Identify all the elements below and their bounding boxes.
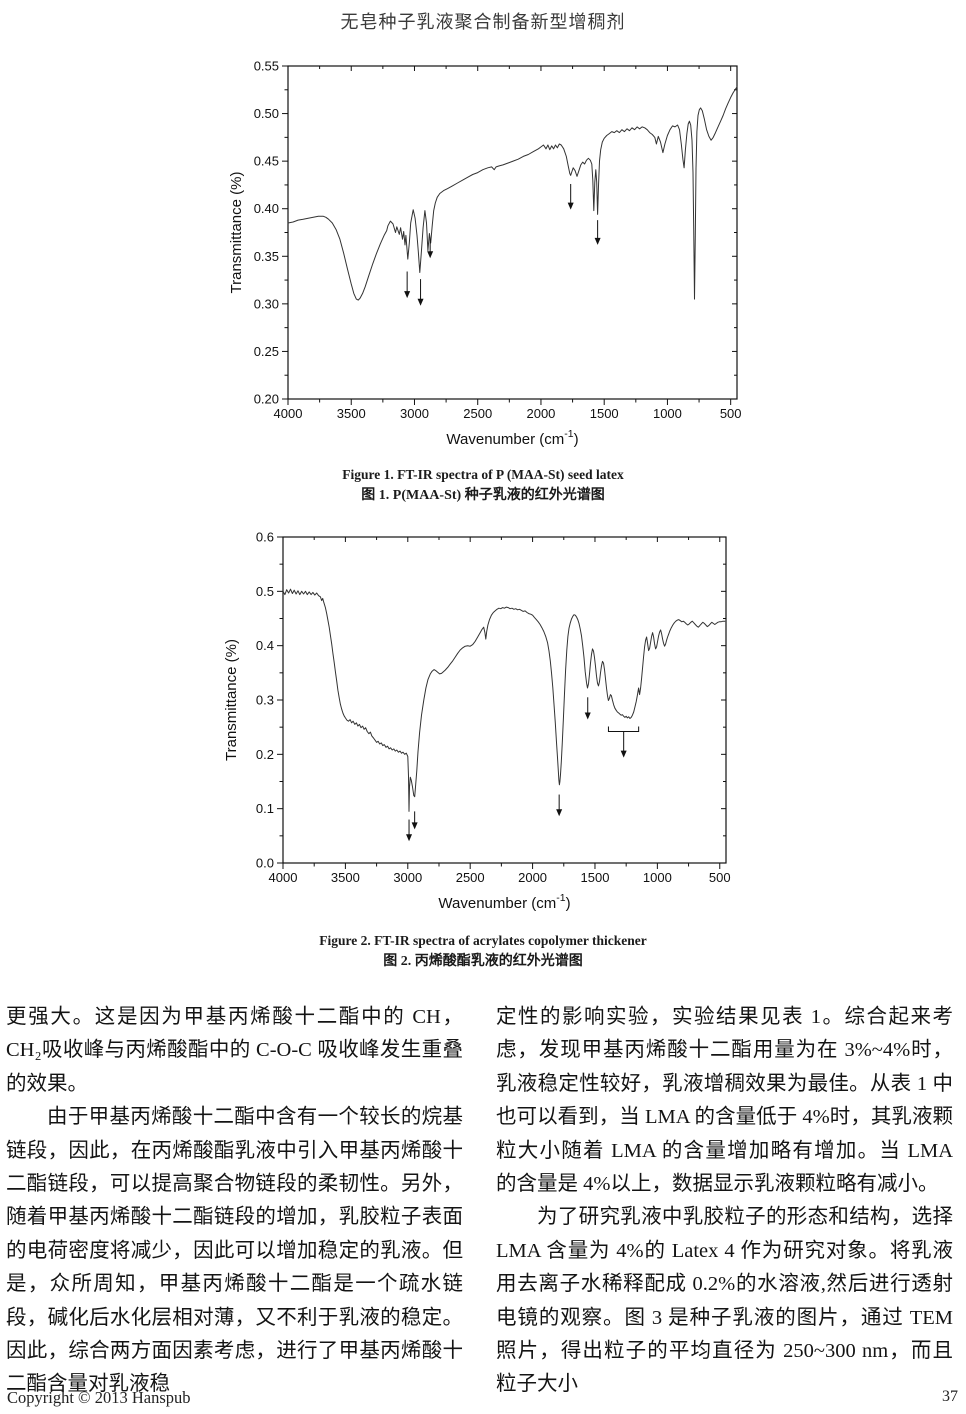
x-tick-label: 2500 [463, 406, 492, 421]
x-axis-label: Wavenumber (cm-1) [446, 428, 578, 448]
page-number: 37 [942, 1388, 958, 1405]
spectrum-curve [287, 86, 738, 301]
x-tick-label: 1500 [581, 870, 610, 885]
y-tick-label: 0.4 [256, 638, 274, 653]
plot-frame [287, 65, 738, 400]
x-tick-label: 2000 [526, 406, 555, 421]
x-tick-label: 3000 [393, 870, 422, 885]
plot-frame [282, 536, 727, 864]
x-tick-label: 3000 [400, 406, 429, 421]
x-tick-label: 4000 [274, 406, 303, 421]
paragraph: 为了研究乳液中乳胶粒子的形态和结构，选择 LMA 含量为 4%的 Latex 4… [496, 1206, 953, 1396]
y-tick-label: 0.50 [254, 106, 279, 121]
x-axis-label: Wavenumber (cm-1) [438, 892, 570, 912]
y-tick-label: 0.25 [254, 344, 279, 359]
peak-arrow-head [567, 202, 574, 210]
y-tick-label: 0.30 [254, 296, 279, 311]
peak-arrow-head [594, 237, 601, 245]
range-bracket [607, 726, 640, 733]
x-tick-label: 1000 [653, 406, 682, 421]
x-tick-label: 3500 [337, 406, 366, 421]
paragraph: 由于甲基丙烯酸十二酯中含有一个较长的烷基链段，因此，在丙烯酸酯乳液中引入甲基丙烯… [6, 1106, 463, 1396]
peak-arrow-head [417, 298, 424, 306]
x-tick-label: 500 [709, 870, 731, 885]
paragraph: 更强大。这是因为甲基丙烯酸十二酯中的 CH，CH₂吸收峰与丙烯酸酯中的 C-O-… [6, 1006, 463, 1095]
figure1-caption-cn: 图 1. P(MAA-St) 种子乳液的红外光谱图 [361, 488, 605, 503]
paragraph: 定性的影响实验，实验结果见表 1。综合起来考虑，发现甲基丙烯酸十二酯用量为在 3… [496, 1006, 953, 1196]
y-tick-label: 0.5 [256, 584, 274, 599]
peak-arrow-head [427, 251, 434, 259]
y-tick-label: 0.0 [256, 856, 274, 871]
peak-arrow-head [404, 291, 411, 299]
figure2-chart: 4000 3500 3000 2500 2000 1500 1000 500 0.0 0.1 0.2… [223, 530, 731, 913]
figure2-caption-cn: 图 2. 丙烯酸酯乳液的红外光谱图 [383, 954, 583, 969]
page-title: 无皂种子乳液聚合制备新型增稠剂 [340, 12, 626, 32]
y-axis-label: Transmittance (%) [228, 172, 245, 294]
range-bracket-arrow-head [620, 750, 627, 758]
y-tick-label: 0.35 [254, 249, 279, 264]
y-tick-label: 0.1 [256, 801, 274, 816]
y-tick-label: 0.20 [254, 392, 279, 407]
y-tick-label: 0.40 [254, 201, 279, 216]
body-column-right: 定性的影响实验，实验结果见表 1。综合起来考虑，发现甲基丙烯酸十二酯用量为在 3… [496, 1001, 953, 1402]
y-tick-label: 0.3 [256, 693, 274, 708]
y-tick-label: 0.2 [256, 747, 274, 762]
x-tick-label: 3500 [331, 870, 360, 885]
figure1-caption-en: Figure 1. FT-IR spectra of P (MAA-St) se… [342, 467, 624, 482]
x-tick-label: 4000 [269, 870, 298, 885]
x-tick-label: 2000 [518, 870, 547, 885]
x-tick-label: 500 [720, 406, 742, 421]
figure2-caption-en: Figure 2. FT-IR spectra of acrylates cop… [319, 933, 647, 948]
figure2-caption: Figure 2. FT-IR spectra of acrylates cop… [0, 930, 966, 972]
body-column-left: 更强大。这是因为甲基丙烯酸十二酯中的 CH，CH₂吸收峰与丙烯酸酯中的 C-O-… [6, 1001, 463, 1402]
x-tick-label: 1500 [590, 406, 619, 421]
x-tick-label: 2500 [456, 870, 485, 885]
figure1-chart: 4000 3500 3000 2500 2000 1500 1000 500 0.20 0.25 0… [228, 59, 742, 449]
peak-arrow-head [584, 712, 591, 720]
y-tick-label: 0.55 [254, 59, 279, 74]
x-tick-label: 1000 [643, 870, 672, 885]
copyright-text: Copyright © 2013 Hanspub [7, 1388, 191, 1407]
peak-arrow-head [556, 809, 563, 817]
figure1-caption: Figure 1. FT-IR spectra of P (MAA-St) se… [0, 464, 966, 506]
peak-arrow-head [411, 822, 418, 830]
y-tick-label: 0.6 [256, 530, 274, 545]
peak-arrow-head [406, 834, 413, 842]
y-axis-label: Transmittance (%) [223, 639, 240, 761]
y-tick-label: 0.45 [254, 154, 279, 169]
spectrum-curve [282, 588, 726, 812]
